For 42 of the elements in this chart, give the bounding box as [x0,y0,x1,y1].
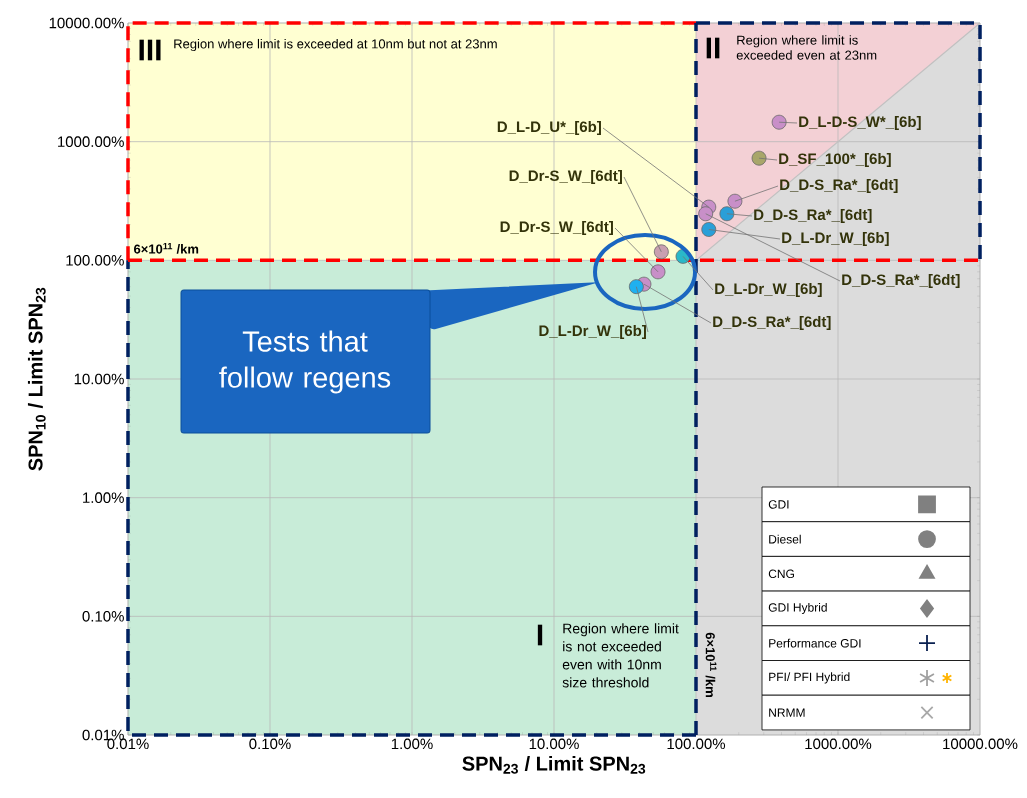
ref-line-label: 6×10$^{11}$ /km [134,242,199,254]
annotation: GDI [768,500,789,509]
x-tick-label: 10000.00% [943,738,1018,750]
annotation: Region where limit is not exceeded even with 10nm size threshold [562,623,679,688]
annotation: D_D-S_Ra*_[6dt] [754,209,872,223]
annotation: Tests that follow regens [219,330,391,394]
x-tick-label: 0.10% [249,738,291,750]
annotation: D_D-S_Ra*_[6dt] [780,179,898,193]
annotation: D_D-S_Ra*_[6dt] [713,316,831,330]
annotation: CNG [768,569,794,579]
annotation: Region where limit is exceeded even at 23nm [736,35,877,60]
annotation: PFI/ PFI Hybrid [769,672,850,684]
annotation: D_L-Dr_W_[6b] [539,325,646,339]
annotation: III [139,39,161,61]
annotation: Diesel [769,534,801,544]
annotation: GDI Hybrid [768,602,827,615]
y-axis-title: SPN$_{10}$ / Limit SPN$_{23}$ [27,287,46,471]
annotation: D_L-Dr_W_[6b] [782,232,889,246]
y-tick-label: 0.10% [82,611,124,622]
x-tick-label: 10.00% [529,738,579,750]
annotation: II [706,37,720,59]
ref-line-label: 6×10$^{11}$ /km [705,632,717,697]
x-tick-label: 1000.00% [805,738,872,750]
annotation: D_L-D_U*_[6b] [497,121,601,135]
annotation: I [537,624,543,646]
annotation: D_Dr-S_W_[6dt] [500,221,613,235]
x-tick-label: 100.00% [667,738,726,750]
y-tick-label: 1.00% [83,492,124,503]
x-axis-title: SPN$_{23}$ / Limit SPN$_{23}$ [462,756,646,774]
annotation: Performance GDI [769,638,861,648]
annotation: D_L-D-S_W*_[6b] [799,116,921,130]
annotation: D_L-Dr_W_[6b] [715,283,822,297]
x-tick-label: 1.00% [391,738,433,750]
y-tick-label: 1000.00% [58,136,124,147]
y-tick-label: 100.00% [66,255,124,266]
annotation: D_D-S_Ra*_[6dt] [842,274,960,288]
annotation: D_SF_100*_[6b] [779,153,891,167]
y-tick-label: 10000.00% [49,17,124,29]
annotation: D_Dr-S_W_[6dt] [509,170,622,184]
y-tick-label: 10.00% [74,373,124,385]
annotation: Region where limit is exceeded at 10nm but not at 23nm [174,38,497,52]
annotation: NRMM [769,708,805,717]
